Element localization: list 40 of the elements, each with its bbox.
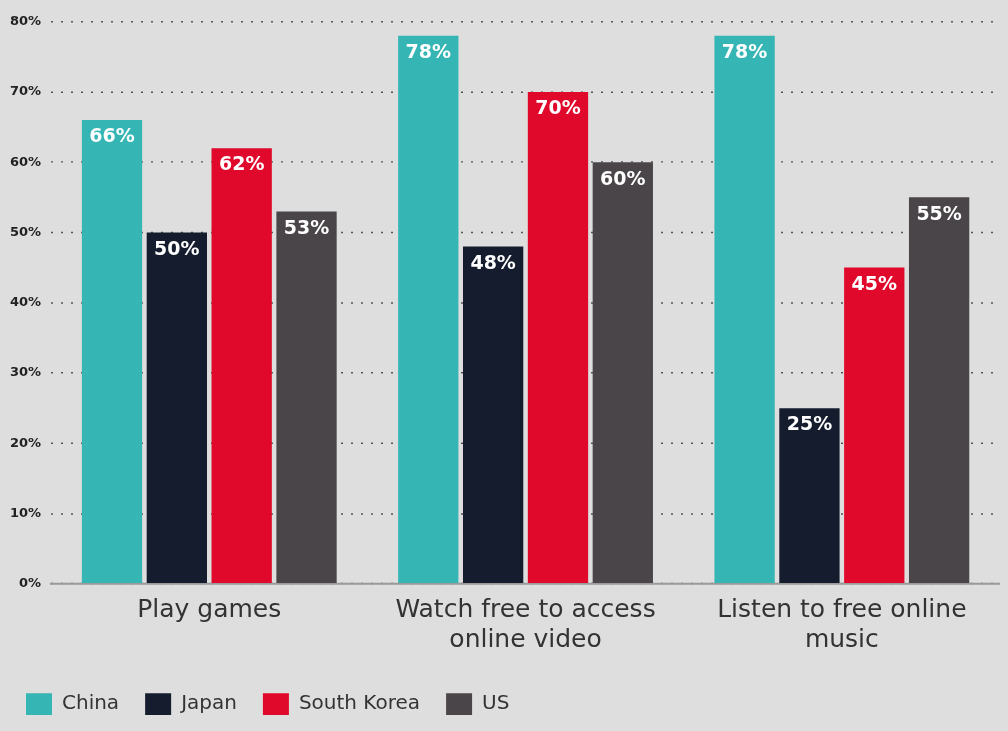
legend-label: China	[62, 690, 120, 715]
bar	[779, 408, 840, 584]
y-tick-label: 0%	[19, 575, 42, 591]
data-label: 78%	[405, 40, 452, 63]
legend-label: Japan	[179, 690, 237, 715]
y-tick-label: 30%	[10, 364, 42, 380]
bar	[276, 211, 337, 584]
legend-label: US	[482, 690, 510, 715]
bar	[146, 232, 207, 584]
y-tick-label: 10%	[10, 504, 42, 520]
bar	[462, 246, 524, 584]
x-tick-label: Play games	[137, 594, 282, 624]
x-tick-label: Watch free to access online video	[395, 594, 656, 653]
legend-label: South Korea	[298, 690, 421, 715]
data-label: 62%	[218, 152, 265, 175]
y-tick-label: 20%	[10, 434, 42, 450]
data-label: 60%	[600, 166, 646, 189]
data-label: 70%	[535, 96, 581, 119]
data-label: 48%	[470, 250, 516, 273]
y-tick-label: 60%	[10, 153, 42, 169]
data-label: 55%	[916, 201, 962, 224]
data-label: 53%	[283, 215, 330, 238]
x-tick-label: Listen to free online music	[717, 594, 967, 653]
data-label: 50%	[154, 236, 200, 259]
y-tick-label: 70%	[10, 83, 42, 99]
bar	[398, 35, 459, 584]
bar	[844, 267, 905, 584]
bar	[81, 120, 143, 584]
y-tick-label: 80%	[10, 13, 42, 29]
data-label: 45%	[851, 271, 898, 294]
data-label: 25%	[786, 412, 833, 435]
bar	[211, 148, 272, 584]
bar	[527, 91, 589, 584]
data-label: 78%	[721, 40, 768, 63]
bar	[592, 162, 653, 584]
bar	[714, 35, 775, 584]
bar	[908, 197, 970, 584]
y-tick-label: 40%	[10, 294, 42, 310]
y-tick-label: 50%	[10, 223, 42, 239]
data-label: 66%	[89, 124, 135, 147]
